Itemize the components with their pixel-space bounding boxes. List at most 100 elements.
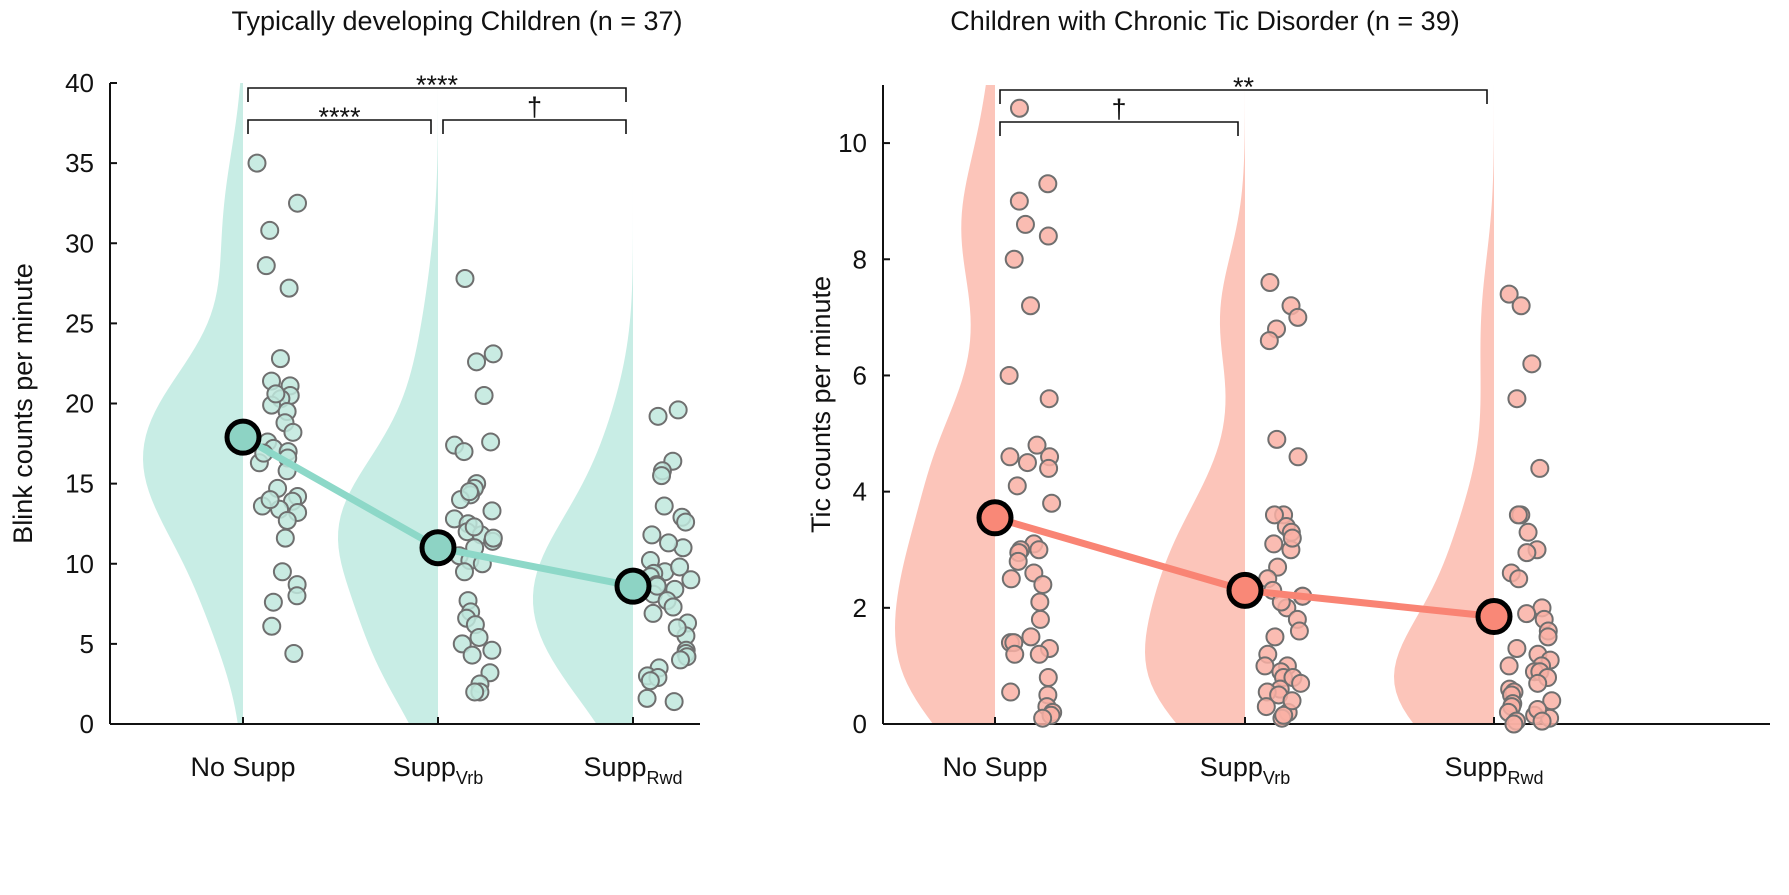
data-point <box>670 557 690 577</box>
y-tick-label: 40 <box>65 68 94 98</box>
y-tick-label: 30 <box>65 228 94 258</box>
significance-label: † <box>1111 94 1126 124</box>
data-point <box>676 512 696 532</box>
data-point <box>1030 592 1050 612</box>
data-point <box>1008 551 1028 571</box>
data-point <box>275 528 295 548</box>
x-tick-subscript: Rwd <box>1508 768 1544 788</box>
violin-2 <box>533 83 633 724</box>
data-point <box>1017 453 1037 473</box>
data-point <box>659 533 679 553</box>
data-point <box>1033 708 1053 728</box>
violin-0 <box>143 83 243 724</box>
y-tick-label: 8 <box>853 244 867 274</box>
y-tick-label: 0 <box>853 709 867 739</box>
panel-2: Children with Chronic Tic Disorder (n = … <box>806 6 1770 788</box>
data-point <box>1288 447 1308 467</box>
data-point <box>270 349 290 369</box>
panel-1: Typically developing Children (n = 37) Bl… <box>8 6 701 788</box>
data-point <box>272 562 292 582</box>
data-point <box>1267 429 1287 449</box>
y-tick-label: 35 <box>65 148 94 178</box>
data-point <box>1000 447 1020 467</box>
data-point <box>459 482 479 502</box>
data-point <box>1291 673 1311 693</box>
significance-bracket <box>247 87 627 102</box>
violin-2 <box>1394 85 1494 724</box>
data-point <box>1532 711 1552 731</box>
data-point <box>1015 214 1035 234</box>
data-point <box>663 597 683 617</box>
mean-marker <box>614 567 652 605</box>
chart-title: Typically developing Children (n = 37) <box>232 6 683 36</box>
y-tick-label: 25 <box>65 308 94 338</box>
y-tick-label: 0 <box>80 709 94 739</box>
data-point <box>654 496 674 516</box>
data-point <box>1021 296 1041 316</box>
data-point <box>1288 307 1308 327</box>
significance-bracket <box>999 121 1239 136</box>
data-point <box>1005 644 1025 664</box>
data-point <box>1522 354 1542 374</box>
data-point <box>483 528 503 548</box>
x-tick-subscript: Rwd <box>647 768 683 788</box>
data-point <box>1264 505 1284 525</box>
data-point <box>1021 627 1041 647</box>
x-tick-main: Supp <box>583 752 646 782</box>
data-point <box>247 153 267 173</box>
data-point <box>1030 609 1050 629</box>
y-tick-label: 20 <box>65 389 94 419</box>
data-point <box>483 344 503 364</box>
x-tick-label: SuppVrb <box>1200 752 1290 788</box>
y-tick-label: 4 <box>853 477 867 507</box>
mean-marker <box>1475 598 1513 636</box>
data-point <box>1033 575 1053 595</box>
data-point <box>1508 505 1528 525</box>
data-point <box>1538 627 1558 647</box>
data-point <box>260 490 280 510</box>
data-point <box>637 688 657 708</box>
data-point <box>288 193 308 213</box>
data-point <box>652 466 672 486</box>
data-point <box>256 256 276 276</box>
data-point <box>1507 389 1527 409</box>
data-point <box>260 220 280 240</box>
data-point <box>681 570 701 590</box>
data-point <box>263 592 283 612</box>
data-point <box>1542 691 1562 711</box>
data-point <box>1027 435 1047 455</box>
violin-1 <box>1145 85 1245 724</box>
data-point <box>1007 476 1027 496</box>
data-point <box>1255 656 1275 676</box>
data-point <box>1001 569 1021 589</box>
data-point <box>474 385 494 405</box>
y-tick-label: 2 <box>853 593 867 623</box>
data-point <box>1038 668 1058 688</box>
data-point <box>643 603 663 623</box>
data-point <box>262 616 282 636</box>
x-tick-main: Supp <box>1200 752 1263 782</box>
data-point <box>266 384 286 404</box>
data-point <box>1042 493 1062 513</box>
x-tick-main: No Supp <box>942 752 1047 782</box>
data-point <box>1038 226 1058 246</box>
data-point <box>1528 673 1548 693</box>
data-point <box>1530 458 1550 478</box>
x-tick-subscript: Vrb <box>1263 768 1290 788</box>
data-point <box>668 400 688 420</box>
data-point <box>482 640 502 660</box>
data-point <box>1029 540 1049 560</box>
x-tick-main: No Supp <box>190 752 295 782</box>
y-axis-label: Blink counts per minute <box>8 263 38 544</box>
data-point <box>481 432 501 452</box>
data-point <box>640 671 660 691</box>
data-point <box>1499 284 1519 304</box>
y-tick-label: 5 <box>80 629 94 659</box>
data-point <box>1038 174 1058 194</box>
data-point <box>999 365 1019 385</box>
x-tick-label: No Supp <box>190 752 295 782</box>
data-point <box>1274 705 1294 725</box>
data-point <box>467 352 487 372</box>
data-point <box>277 510 297 530</box>
data-point <box>284 643 304 663</box>
